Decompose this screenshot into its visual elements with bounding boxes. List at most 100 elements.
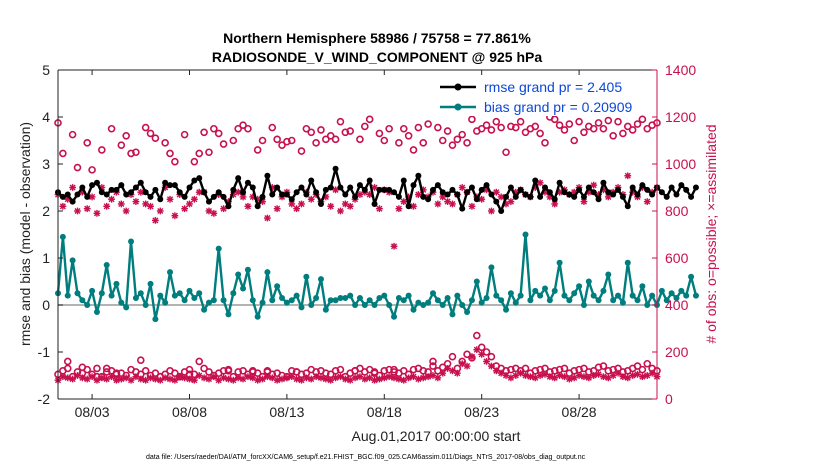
point-possible — [180, 130, 189, 139]
point-possible — [166, 149, 174, 158]
point-rmse grand pr = 2.405 — [240, 189, 247, 196]
point-possible — [244, 124, 252, 133]
point-bias grand pr = 0.20909 — [663, 297, 670, 304]
point-bias grand pr = 0.20909 — [181, 297, 188, 304]
point-possible — [161, 139, 169, 147]
point-possible — [575, 117, 583, 126]
point-bias grand pr = 0.20909 — [244, 266, 251, 273]
point-possible — [214, 129, 223, 138]
point-possible — [477, 124, 486, 133]
point-bias grand pr = 0.20909 — [196, 290, 203, 297]
point-possible — [98, 146, 106, 154]
point-assimilated — [103, 202, 111, 210]
point-rmse grand pr = 2.405 — [668, 184, 675, 191]
point-rmse grand pr = 2.405 — [210, 193, 217, 200]
point-possible — [516, 117, 525, 126]
point-possible — [59, 149, 67, 158]
x-tick-label: 08/08 — [172, 404, 207, 420]
point-rmse grand pr = 2.405 — [327, 184, 334, 191]
point-rmse grand pr = 2.405 — [303, 191, 310, 198]
point-assimilated-low — [629, 372, 637, 379]
point-assimilated-low — [522, 372, 529, 379]
point-assimilated-low — [166, 375, 174, 383]
point-rmse grand pr = 2.405 — [264, 172, 271, 179]
point-rmse grand pr = 2.405 — [512, 193, 519, 200]
point-possible-low — [473, 331, 481, 340]
point-rmse grand pr = 2.405 — [162, 179, 169, 186]
y-tick-label-right: 0 — [665, 391, 673, 407]
point-assimilated-low — [322, 375, 330, 383]
point-assimilated-low — [264, 373, 271, 381]
point-rmse grand pr = 2.405 — [580, 193, 587, 200]
point-assimilated — [488, 207, 495, 215]
point-bias grand pr = 0.20909 — [590, 292, 597, 299]
point-assimilated-low — [59, 373, 67, 381]
point-possible — [555, 121, 564, 130]
point-possible — [482, 121, 491, 130]
point-assimilated — [337, 207, 344, 215]
point-rmse grand pr = 2.405 — [673, 191, 680, 198]
point-possible — [399, 124, 408, 133]
point-bias grand pr = 0.20909 — [279, 294, 286, 301]
point-possible — [273, 135, 281, 144]
point-bias grand pr = 0.20909 — [537, 292, 544, 299]
point-rmse grand pr = 2.405 — [605, 189, 612, 196]
point-bias grand pr = 0.20909 — [147, 280, 154, 287]
point-assimilated — [298, 200, 305, 208]
point-possible-low — [253, 369, 262, 377]
point-rmse grand pr = 2.405 — [89, 182, 96, 189]
point-possible-low — [380, 366, 389, 375]
point-rmse grand pr = 2.405 — [483, 182, 490, 189]
point-rmse grand pr = 2.405 — [692, 184, 699, 191]
point-possible — [356, 135, 364, 144]
point-bias grand pr = 0.20909 — [434, 297, 441, 304]
point-rmse grand pr = 2.405 — [274, 184, 281, 191]
point-assimilated — [590, 181, 598, 189]
point-rmse grand pr = 2.405 — [59, 193, 66, 200]
footnote: data file: /Users/raeder/DAI/ATM_forcXX/… — [146, 454, 586, 461]
point-possible — [565, 120, 574, 128]
point-rmse grand pr = 2.405 — [288, 196, 295, 203]
point-possible — [219, 140, 228, 148]
point-rmse grand pr = 2.405 — [108, 186, 115, 193]
point-rmse grand pr = 2.405 — [356, 182, 363, 189]
point-rmse grand pr = 2.405 — [610, 191, 617, 198]
point-possible-low — [336, 365, 345, 374]
point-possible — [136, 356, 145, 365]
point-assimilated — [434, 200, 442, 208]
point-possible — [448, 141, 457, 149]
point-bias grand pr = 0.20909 — [551, 287, 558, 294]
point-bias grand pr = 0.20909 — [546, 297, 553, 304]
point-possible — [541, 139, 549, 147]
point-assimilated-low — [366, 374, 374, 382]
point-rmse grand pr = 2.405 — [225, 203, 232, 210]
point-possible — [594, 119, 603, 127]
point-rmse grand pr = 2.405 — [624, 203, 631, 210]
point-rmse grand pr = 2.405 — [118, 182, 125, 189]
point-rmse grand pr = 2.405 — [663, 193, 670, 200]
point-bias grand pr = 0.20909 — [615, 292, 622, 299]
point-rmse grand pr = 2.405 — [678, 182, 685, 189]
point-assimilated-low — [88, 373, 96, 381]
y-tick-label: 1 — [42, 250, 50, 266]
plot-area — [58, 70, 657, 399]
point-bias grand pr = 0.20909 — [454, 292, 461, 299]
point-possible — [132, 148, 140, 157]
point-rmse grand pr = 2.405 — [425, 196, 432, 203]
point-bias grand pr = 0.20909 — [410, 306, 417, 313]
series-layer — [54, 113, 699, 384]
point-bias grand pr = 0.20909 — [74, 290, 81, 297]
point-bias grand pr = 0.20909 — [473, 278, 480, 285]
point-assimilated-low — [405, 374, 413, 382]
point-assimilated — [234, 188, 242, 196]
point-rmse grand pr = 2.405 — [619, 193, 626, 200]
point-assimilated — [108, 195, 115, 203]
point-bias grand pr = 0.20909 — [619, 299, 626, 306]
point-bias grand pr = 0.20909 — [157, 292, 164, 299]
point-rmse grand pr = 2.405 — [566, 191, 573, 198]
point-assimilated-low — [244, 373, 252, 381]
point-assimilated — [468, 202, 476, 210]
point-bias grand pr = 0.20909 — [205, 299, 212, 306]
y-tick-label: 5 — [42, 62, 50, 78]
point-assimilated — [69, 184, 77, 191]
